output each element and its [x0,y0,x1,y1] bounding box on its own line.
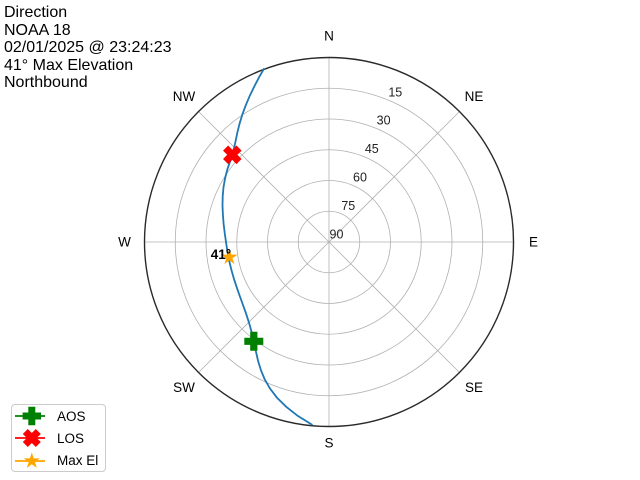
svg-text:S: S [324,436,333,451]
svg-text:60: 60 [353,171,367,185]
svg-text:SW: SW [173,380,195,395]
svg-text:90: 90 [330,227,344,241]
svg-text:E: E [529,235,538,250]
svg-text:NW: NW [173,89,196,104]
svg-text:N: N [324,29,334,44]
svg-text:W: W [118,235,131,250]
svg-text:41°: 41° [211,247,231,262]
svg-text:15: 15 [388,85,402,99]
svg-text:30: 30 [377,114,391,128]
svg-text:NE: NE [465,89,484,104]
svg-text:45: 45 [365,142,379,156]
svg-text:SE: SE [465,380,483,395]
svg-text:75: 75 [341,199,355,213]
